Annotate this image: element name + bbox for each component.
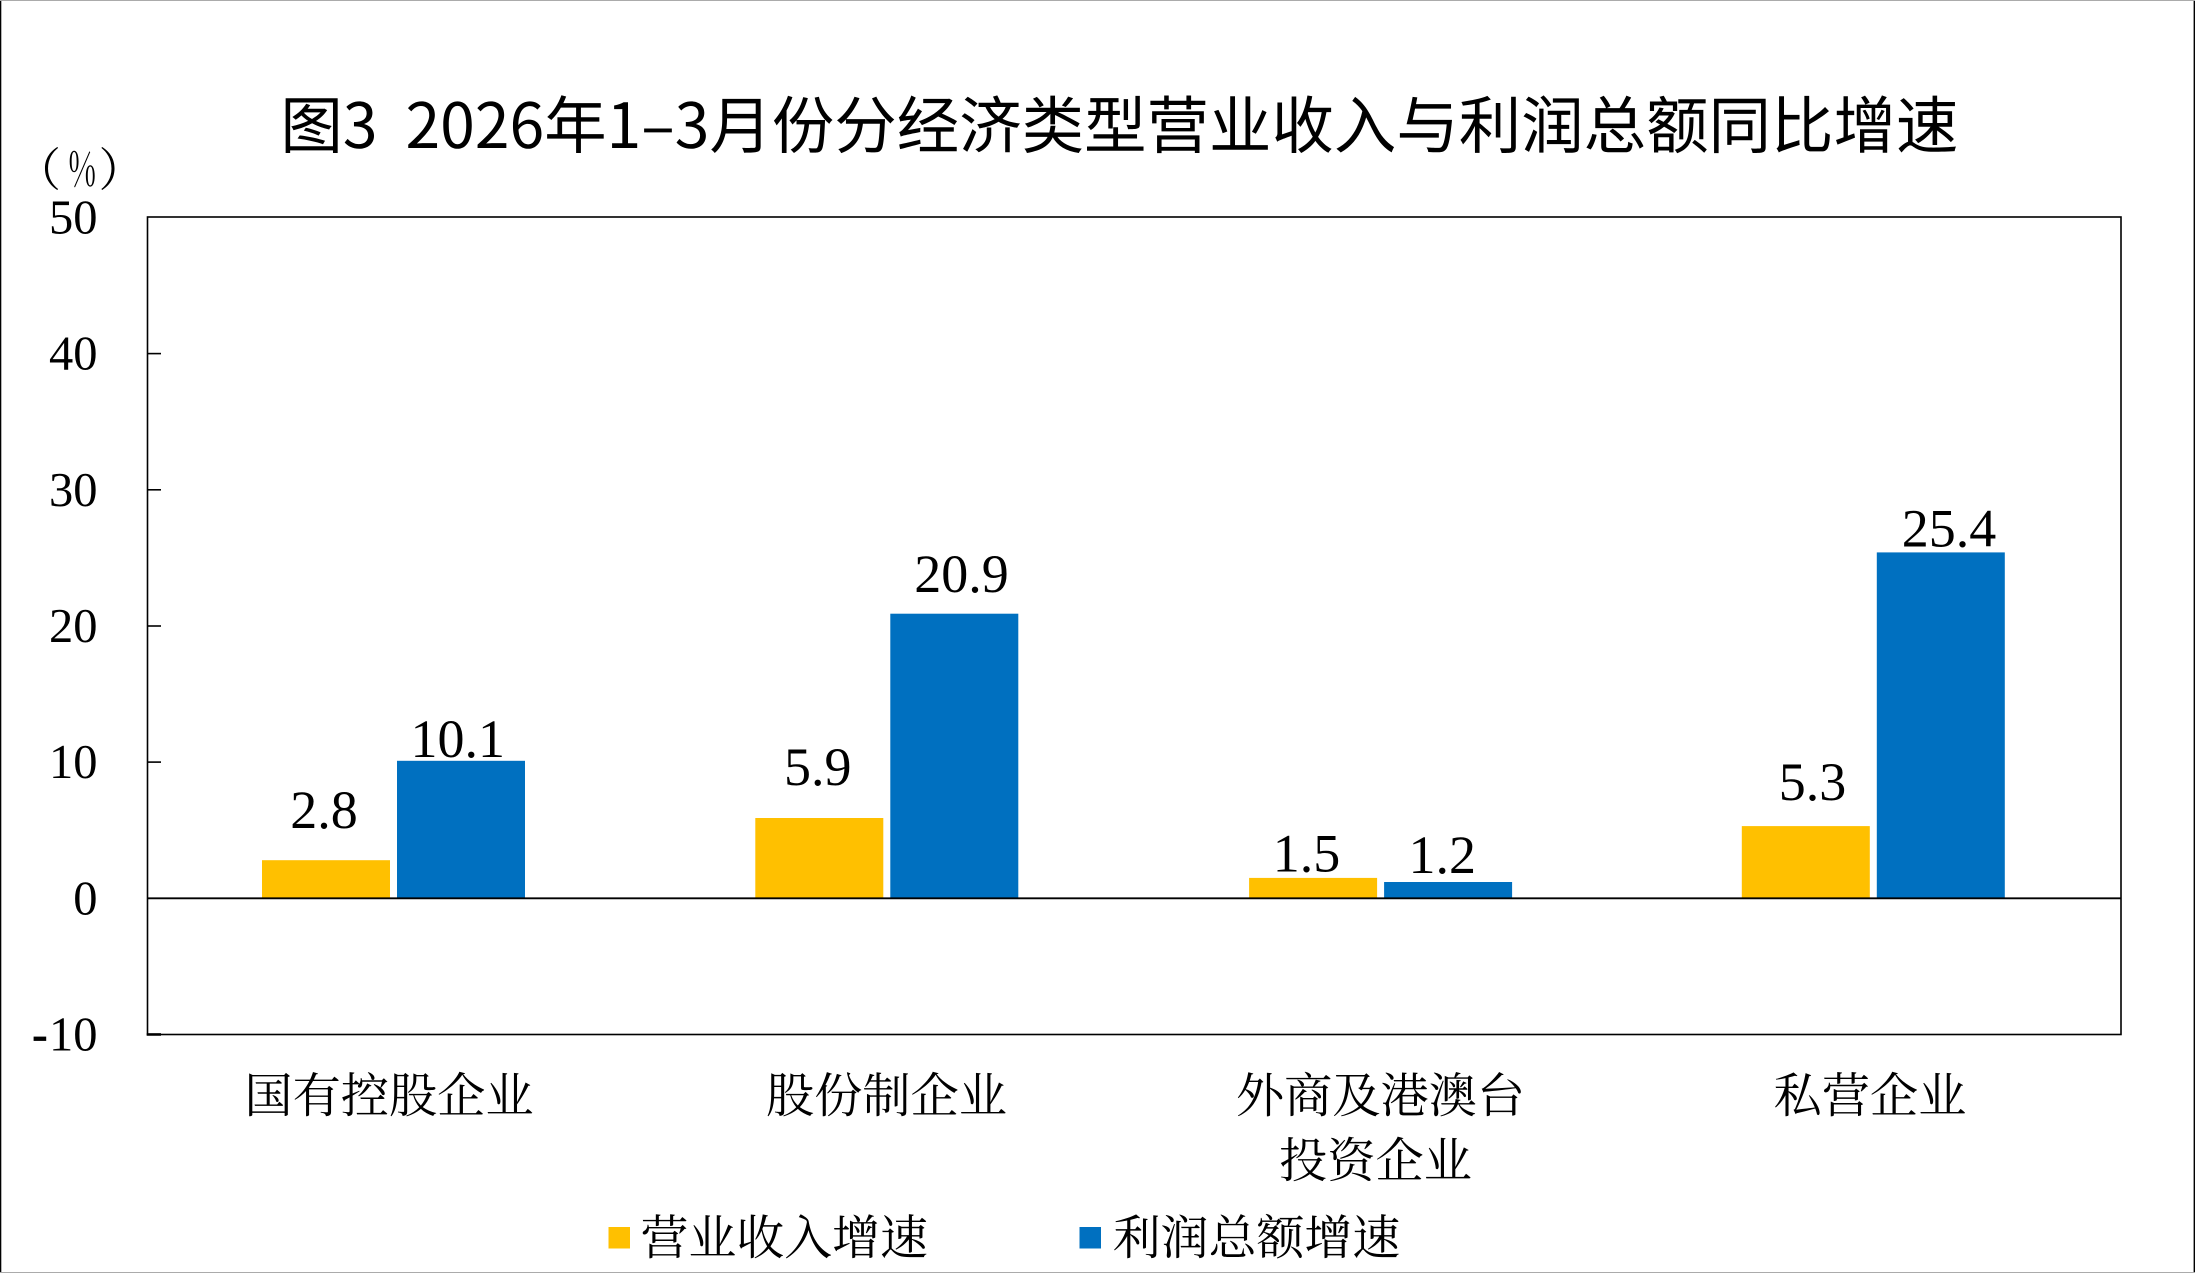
- svg-text:50: 50: [49, 192, 98, 245]
- svg-text:10.1: 10.1: [410, 709, 505, 769]
- svg-text:10: 10: [49, 736, 98, 789]
- svg-text:20: 20: [49, 600, 98, 653]
- svg-text:5.9: 5.9: [784, 737, 852, 797]
- svg-text:0: 0: [73, 872, 97, 925]
- svg-text:1.2: 1.2: [1409, 825, 1477, 885]
- svg-text:20.9: 20.9: [914, 544, 1009, 604]
- svg-text:30: 30: [49, 464, 98, 517]
- svg-text:2.8: 2.8: [290, 780, 358, 840]
- svg-text:1.5: 1.5: [1273, 823, 1341, 883]
- svg-text:10: 10: [49, 1009, 98, 1062]
- svg-text:25.4: 25.4: [1902, 498, 1997, 558]
- svg-text:5.3: 5.3: [1779, 752, 1847, 812]
- svg-text:40: 40: [49, 328, 98, 381]
